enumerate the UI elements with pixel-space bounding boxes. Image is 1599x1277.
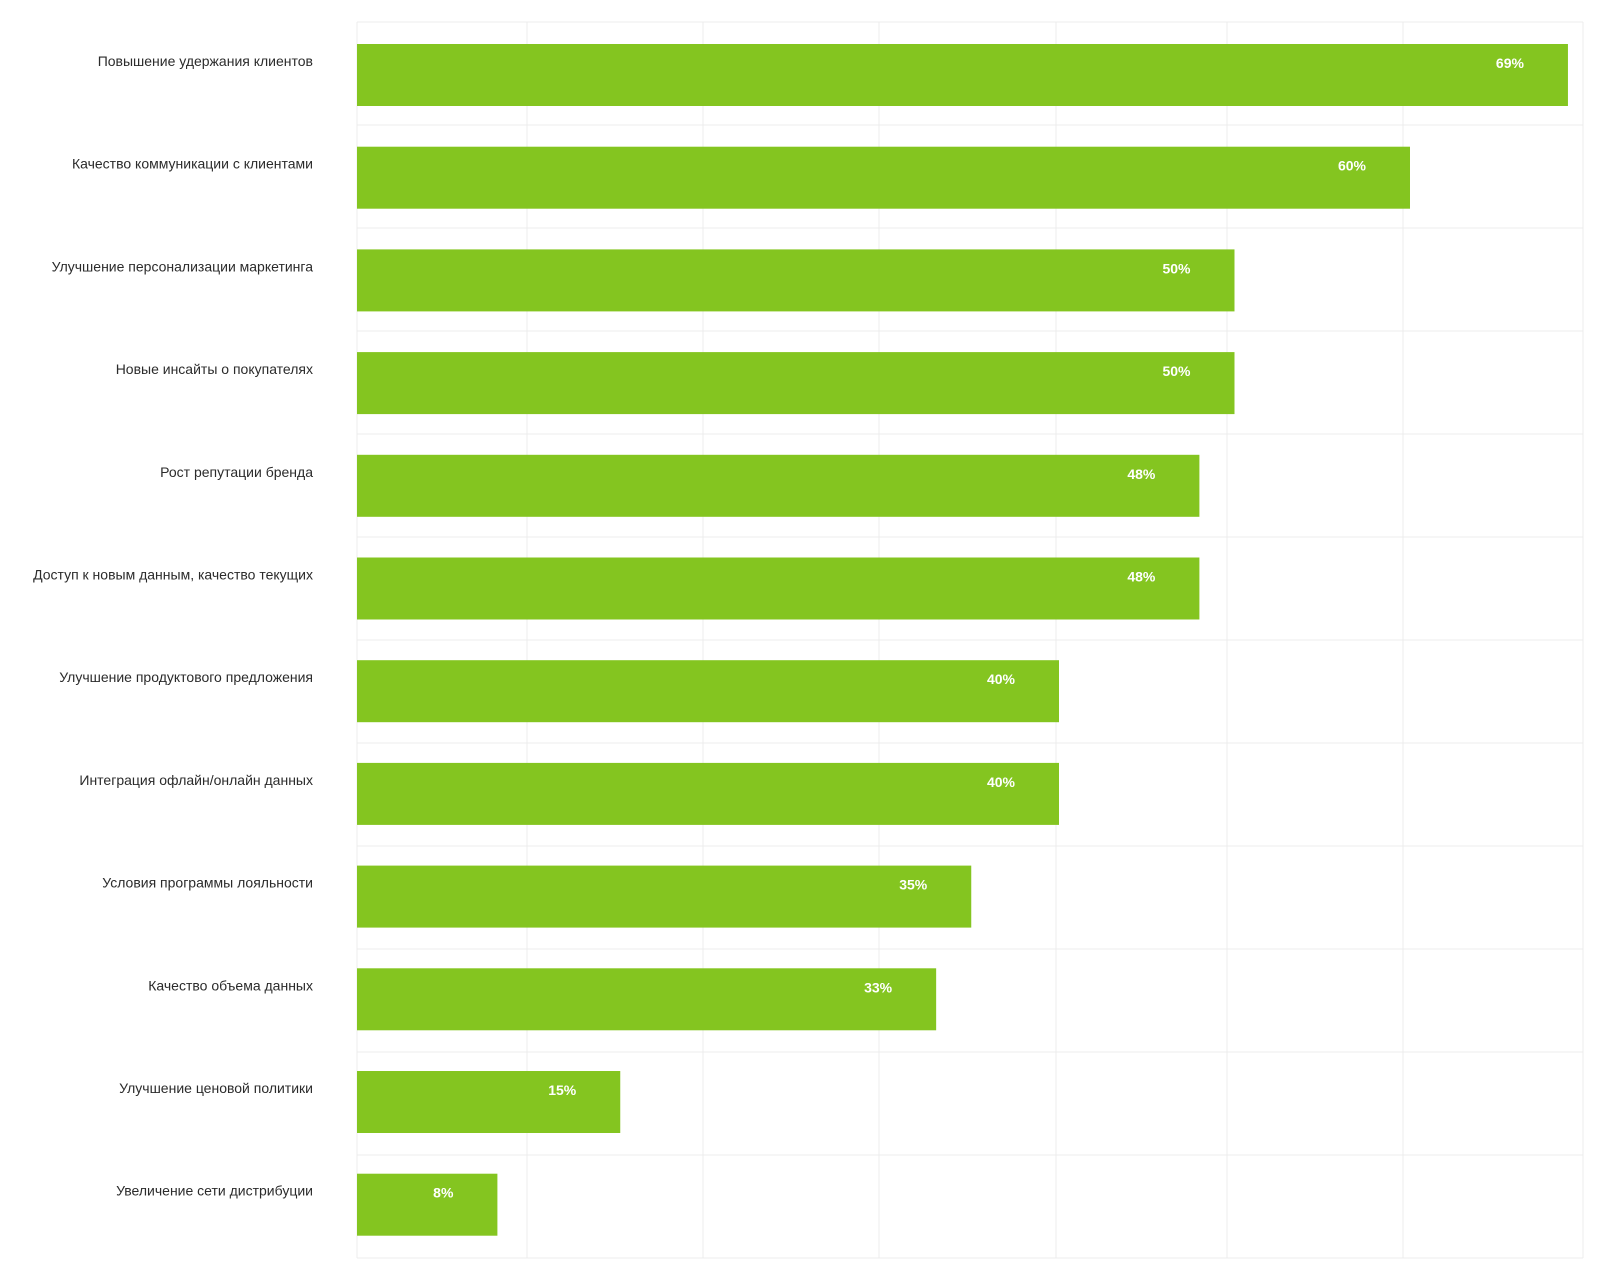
bar-value-label: 40% — [987, 774, 1016, 790]
bar — [357, 1071, 621, 1133]
category-label: Новые инсайты о покупателях — [116, 361, 313, 377]
bar-value-label: 48% — [1127, 569, 1156, 585]
bar — [357, 968, 937, 1031]
bar-value-label: 48% — [1127, 466, 1156, 482]
bar-value-label: 33% — [864, 979, 893, 995]
category-label: Увеличение сети дистрибуции — [116, 1183, 313, 1199]
category-label: Интеграция офлайн/онлайн данных — [79, 772, 313, 788]
bar-value-label: 8% — [433, 1185, 454, 1201]
category-label: Улучшение ценовой политики — [119, 1080, 313, 1096]
bar-value-label: 50% — [1162, 363, 1191, 379]
category-label: Улучшение персонализации маркетинга — [52, 258, 314, 274]
bar — [357, 557, 1200, 620]
bar — [357, 660, 1059, 723]
category-label: Улучшение продуктового предложения — [59, 669, 313, 685]
bar — [357, 454, 1200, 517]
bar — [357, 865, 972, 928]
value-labels: 69% 60% 50% 50% 48% 48% 40% 40% 35% 33% 15% 8% — [433, 55, 1524, 1201]
category-label: Доступ к новым данным, качество текущих — [33, 567, 313, 583]
category-label: Рост репутации бренда — [160, 464, 313, 480]
bar-value-label: 15% — [548, 1082, 577, 1098]
bar-value-label: 40% — [987, 671, 1016, 687]
bar — [357, 352, 1235, 415]
bar-value-label: 35% — [899, 877, 928, 893]
bar — [357, 762, 1059, 825]
bar — [357, 1173, 498, 1236]
bars — [357, 44, 1568, 1236]
bar — [357, 44, 1568, 106]
grid — [356, 21, 1584, 1259]
category-label: Качество объема данных — [148, 977, 313, 993]
bar-value-label: 50% — [1162, 260, 1191, 276]
category-label: Повышение удержания клиентов — [98, 53, 313, 69]
bar — [357, 249, 1235, 312]
category-label: Качество коммуникации с клиентами — [72, 156, 313, 172]
category-label: Условия программы лояльности — [102, 875, 313, 891]
bar — [357, 146, 1410, 209]
bar-value-label: 60% — [1338, 158, 1367, 174]
category-labels: Повышение удержания клиентов Качество ком… — [33, 53, 313, 1199]
bar-value-label: 69% — [1496, 55, 1525, 71]
